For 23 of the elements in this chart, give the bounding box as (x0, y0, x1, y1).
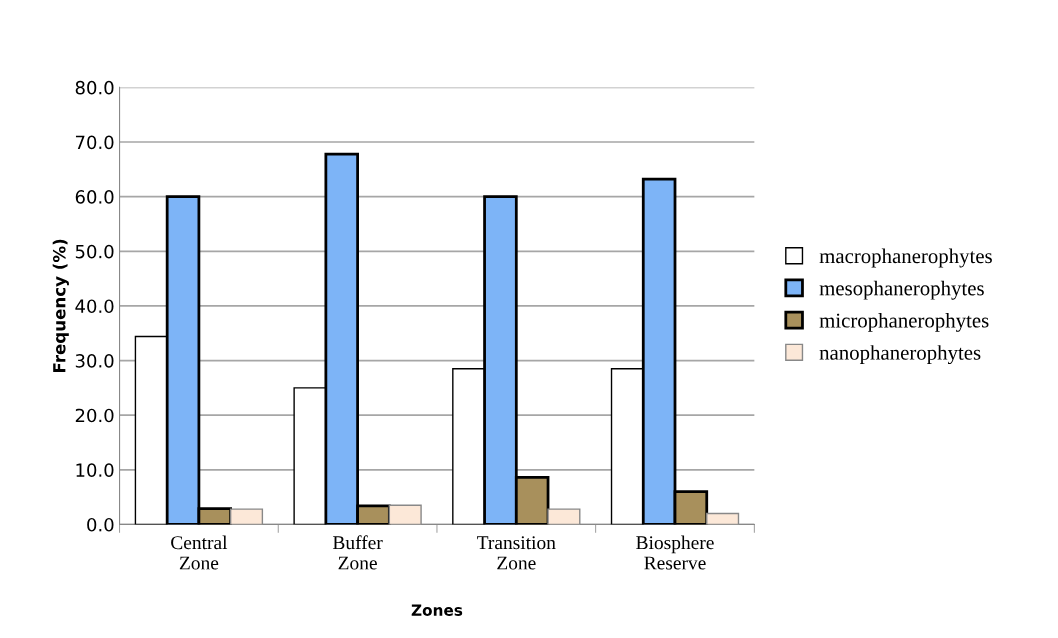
x-tick-label: Buffer Zone (332, 535, 383, 570)
bar (229, 508, 264, 525)
x-tick-label: Central Zone (171, 535, 228, 570)
y-tick-label: 40.0 (75, 299, 114, 314)
bar (388, 504, 422, 525)
x-tick-label: Transition Zone (477, 536, 556, 570)
y-tick-label: 10.0 (76, 463, 114, 477)
y-tick-label: 60.0 (75, 190, 114, 204)
bar (706, 512, 740, 525)
y-tick-label: 0.0 (87, 517, 114, 532)
y-axis-title: Frequency (%) (52, 239, 69, 373)
legend-label: macrophanerophytes (819, 248, 992, 268)
y-tick-label: 50.0 (75, 244, 114, 259)
legend-label: mesophanerophytes (819, 280, 984, 300)
y-tick-label: 70.0 (75, 135, 114, 150)
bar (547, 508, 581, 525)
legend-label: nanophanerophytes (819, 345, 981, 365)
legend-label: microphanerophytes (819, 312, 989, 332)
x-tick-label: Biosphere Reserve (636, 535, 714, 570)
y-tick-label: 20.0 (75, 408, 114, 423)
y-tick-label: 80.0 (75, 80, 114, 95)
x-axis-title: Zones (411, 604, 463, 616)
y-tick-label: 30.0 (75, 354, 114, 368)
